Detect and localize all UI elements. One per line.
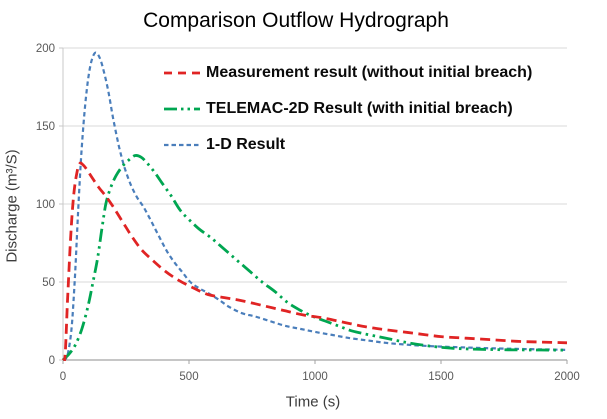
legend-marker-measurement-icon <box>164 71 200 75</box>
series-line-1 <box>62 154 568 361</box>
legend-marker-1d-icon <box>164 143 200 147</box>
legend-marker-telemac-icon <box>164 107 200 111</box>
legend-label-telemac: TELEMAC-2D Result (with initial breach) <box>206 100 513 117</box>
x-tick-label-1000: 1000 <box>302 371 328 383</box>
y-tick-label-150: 150 <box>36 121 55 133</box>
y-tick-label-100: 100 <box>36 199 55 211</box>
x-tick-label-500: 500 <box>179 371 198 383</box>
y-tick-label-50: 50 <box>42 277 55 289</box>
y-tick-label-200: 200 <box>36 43 55 55</box>
x-tick-label-2000: 2000 <box>554 371 580 383</box>
legend-label-measurement: Measurement result (without initial brea… <box>206 64 533 81</box>
x-tick-label-1500: 1500 <box>428 371 454 383</box>
legend-label-1d: 1-D Result <box>206 136 286 153</box>
series-line-2 <box>62 51 568 361</box>
x-tick-label-0: 0 <box>60 371 66 383</box>
x-axis-title: Time (s) <box>285 393 341 411</box>
legend-item-1d: 1-D Result <box>163 135 285 155</box>
series-line-0 <box>62 161 568 361</box>
y-tick-label-0: 0 <box>49 355 55 367</box>
legend-item-measurement: Measurement result (without initial brea… <box>163 63 532 83</box>
chart-title: Comparison Outflow Hydrograph <box>143 9 449 32</box>
y-axis-title: Discharge (m³/S) <box>3 149 21 263</box>
legend-item-telemac: TELEMAC-2D Result (with initial breach) <box>163 99 513 119</box>
